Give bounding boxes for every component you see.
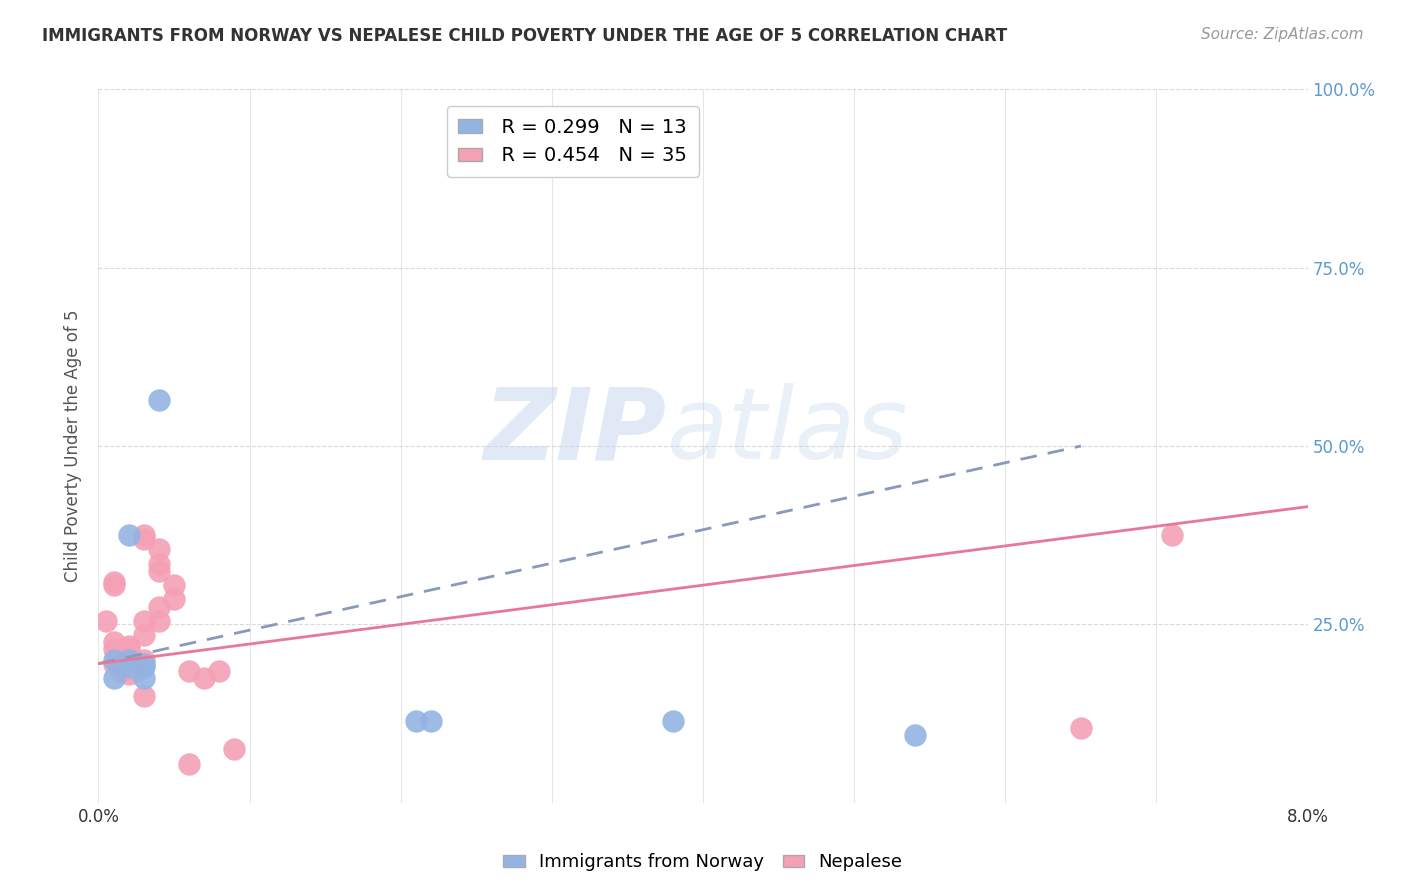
Point	[1160, 528, 1182, 542]
Point	[904, 728, 927, 742]
Point	[110, 660, 132, 674]
Point	[224, 742, 246, 756]
Point	[103, 574, 125, 589]
Point	[132, 653, 155, 667]
Point	[118, 657, 141, 671]
Point	[405, 714, 427, 728]
Point	[132, 532, 155, 546]
Point	[118, 660, 141, 674]
Point	[118, 653, 141, 667]
Text: IMMIGRANTS FROM NORWAY VS NEPALESE CHILD POVERTY UNDER THE AGE OF 5 CORRELATION : IMMIGRANTS FROM NORWAY VS NEPALESE CHILD…	[42, 27, 1008, 45]
Point	[118, 660, 141, 674]
Point	[103, 642, 125, 657]
Point	[103, 653, 125, 667]
Point	[132, 689, 155, 703]
Text: atlas: atlas	[666, 384, 908, 480]
Text: Source: ZipAtlas.com: Source: ZipAtlas.com	[1201, 27, 1364, 42]
Point	[132, 614, 155, 628]
Point	[125, 664, 148, 678]
Point	[103, 671, 125, 685]
Point	[118, 642, 141, 657]
Point	[132, 528, 155, 542]
Point	[118, 649, 141, 664]
Point	[163, 578, 186, 592]
Point	[118, 639, 141, 653]
Point	[94, 614, 117, 628]
Point	[148, 542, 170, 557]
Point	[193, 671, 215, 685]
Point	[103, 657, 125, 671]
Point	[179, 664, 201, 678]
Point	[103, 635, 125, 649]
Legend: Immigrants from Norway, Nepalese: Immigrants from Norway, Nepalese	[496, 847, 910, 879]
Point	[420, 714, 443, 728]
Point	[103, 578, 125, 592]
Point	[179, 756, 201, 771]
Point	[148, 599, 170, 614]
Point	[662, 714, 685, 728]
Point	[148, 557, 170, 571]
Point	[148, 392, 170, 407]
Point	[163, 592, 186, 607]
Point	[118, 667, 141, 681]
Point	[118, 528, 141, 542]
Point	[132, 660, 155, 674]
Point	[132, 657, 155, 671]
Y-axis label: Child Poverty Under the Age of 5: Child Poverty Under the Age of 5	[65, 310, 83, 582]
Text: ZIP: ZIP	[484, 384, 666, 480]
Point	[1070, 721, 1092, 735]
Point	[132, 671, 155, 685]
Point	[148, 614, 170, 628]
Point	[110, 664, 132, 678]
Legend:   R = 0.299   N = 13,   R = 0.454   N = 35: R = 0.299 N = 13, R = 0.454 N = 35	[447, 106, 699, 178]
Point	[148, 564, 170, 578]
Point	[132, 628, 155, 642]
Point	[208, 664, 231, 678]
